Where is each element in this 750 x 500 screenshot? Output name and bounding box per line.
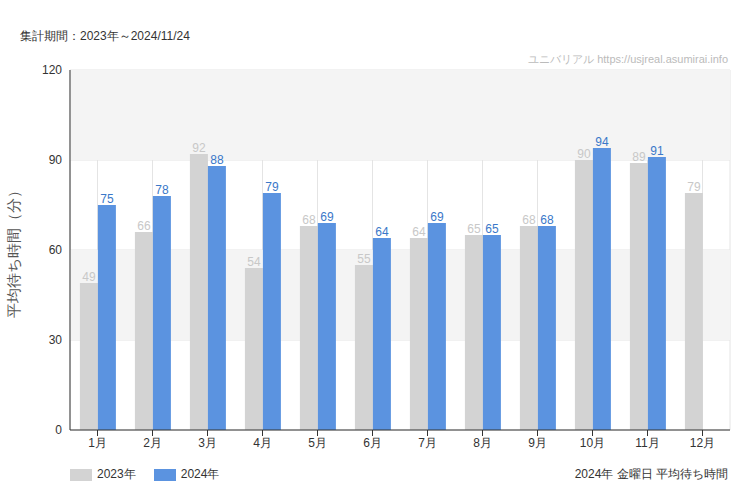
svg-text:92: 92 bbox=[192, 141, 206, 155]
html-text:ユニバリアル https://usjreal.asumira: ユニバリアル https://usjreal.asumirai.info bbox=[528, 53, 728, 65]
svg-text:69: 69 bbox=[430, 210, 444, 224]
svg-text:55: 55 bbox=[357, 252, 371, 266]
svg-text:120: 120 bbox=[42, 63, 62, 77]
svg-text:49: 49 bbox=[82, 270, 96, 284]
svg-text:78: 78 bbox=[155, 183, 169, 197]
svg-text:91: 91 bbox=[650, 144, 664, 158]
svg-text:7月: 7月 bbox=[418, 436, 437, 450]
svg-text:3月: 3月 bbox=[198, 436, 217, 450]
svg-text:66: 66 bbox=[137, 219, 151, 233]
svg-text:54: 54 bbox=[247, 255, 261, 269]
svg-text:30: 30 bbox=[49, 333, 63, 347]
svg-text:4月: 4月 bbox=[253, 436, 272, 450]
svg-text:65: 65 bbox=[485, 222, 499, 236]
html-text:2024年 金曜日 平均待ち時間: 2024年 金曜日 平均待ち時間 bbox=[574, 467, 728, 481]
svg-text:90: 90 bbox=[49, 153, 63, 167]
svg-text:12月: 12月 bbox=[690, 436, 715, 450]
svg-text:68: 68 bbox=[540, 213, 554, 227]
svg-text:2月: 2月 bbox=[143, 436, 162, 450]
svg-text:60: 60 bbox=[49, 243, 63, 257]
svg-text:9月: 9月 bbox=[528, 436, 547, 450]
svg-text:11月: 11月 bbox=[635, 436, 659, 450]
html-text:2023年: 2023年 bbox=[97, 467, 136, 481]
svg-text:10月: 10月 bbox=[580, 436, 605, 450]
svg-text:65: 65 bbox=[467, 222, 481, 236]
svg-text:64: 64 bbox=[375, 225, 389, 239]
svg-text:68: 68 bbox=[522, 213, 536, 227]
svg-text:5月: 5月 bbox=[308, 436, 327, 450]
svg-text:90: 90 bbox=[577, 147, 591, 161]
svg-text:89: 89 bbox=[632, 150, 646, 164]
svg-text:88: 88 bbox=[210, 153, 224, 167]
svg-text:75: 75 bbox=[100, 192, 114, 206]
html-text:2024年: 2024年 bbox=[180, 467, 220, 481]
svg-text:79: 79 bbox=[687, 180, 701, 194]
svg-text:平均待ち時間（分）: 平均待ち時間（分） bbox=[8, 183, 22, 318]
svg-text:69: 69 bbox=[320, 210, 334, 224]
svg-text:6月: 6月 bbox=[363, 436, 382, 450]
svg-text:94: 94 bbox=[595, 135, 609, 149]
svg-text:0: 0 bbox=[55, 423, 62, 437]
html-text:集計期間：2023年～2024/11/24: 集計期間：2023年～2024/11/24 bbox=[20, 29, 190, 43]
svg-text:79: 79 bbox=[265, 180, 279, 194]
svg-text:1月: 1月 bbox=[88, 436, 107, 450]
svg-text:68: 68 bbox=[302, 213, 316, 227]
svg-text:64: 64 bbox=[412, 225, 426, 239]
svg-text:8月: 8月 bbox=[473, 436, 492, 450]
